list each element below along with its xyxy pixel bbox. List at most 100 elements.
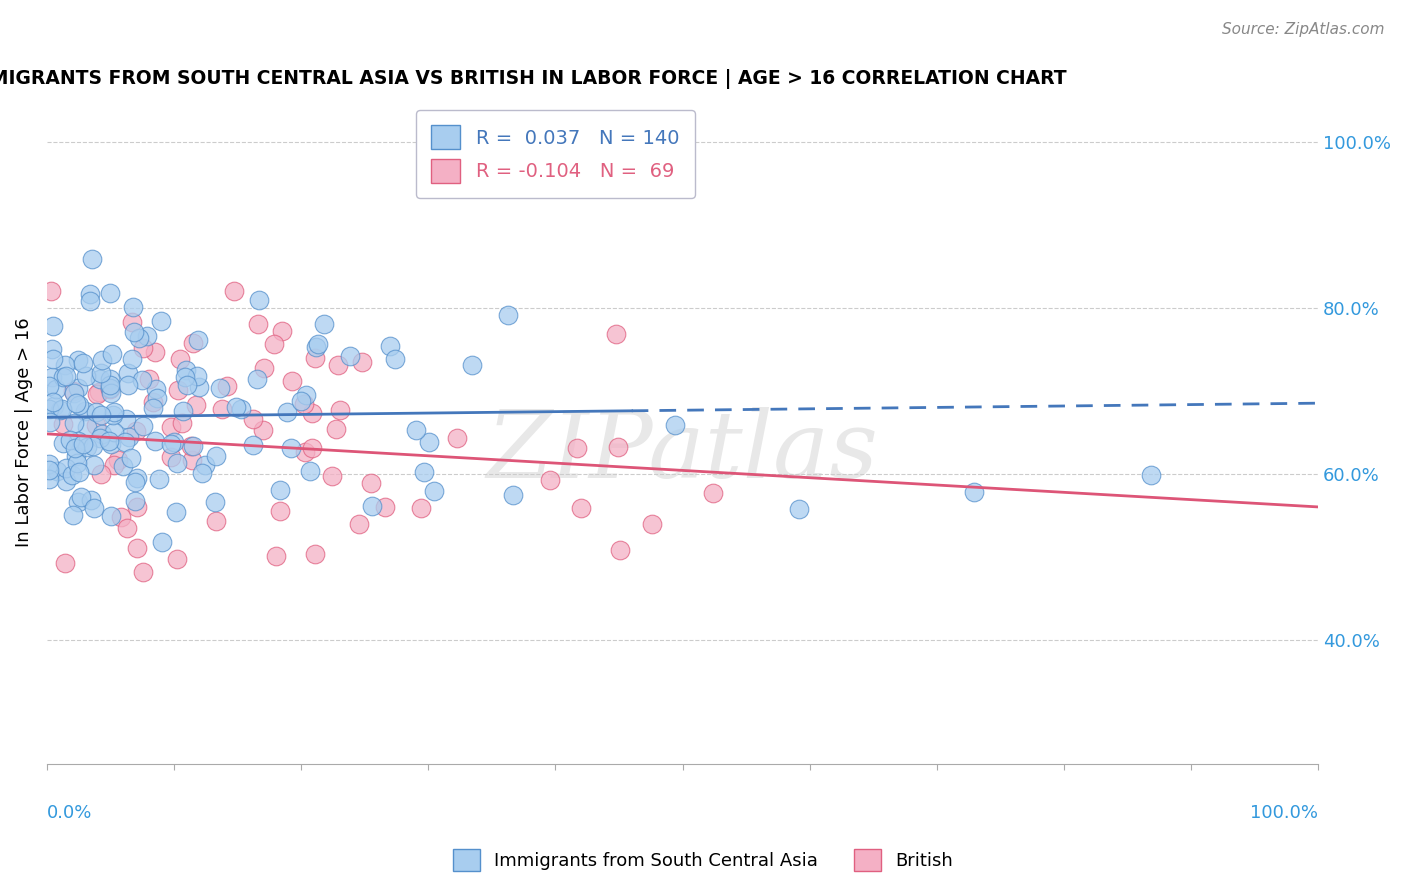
Point: [55, 474, 77, 488]
Point: [132, 565, 155, 579]
Point: [114, 435, 136, 450]
Point: [118, 429, 141, 443]
Point: [187, 333, 209, 347]
Point: [145, 382, 167, 396]
Point: [142, 394, 165, 409]
Point: [89, 372, 111, 386]
Point: [271, 324, 294, 338]
Point: [138, 372, 160, 386]
Point: [446, 431, 468, 445]
Text: Source: ZipAtlas.com: Source: ZipAtlas.com: [1222, 22, 1385, 37]
Point: [53, 556, 76, 570]
Point: [38, 379, 60, 393]
Point: [90, 467, 112, 481]
Point: [194, 458, 217, 472]
Point: [294, 444, 316, 458]
Point: [215, 379, 238, 393]
Point: [350, 354, 373, 368]
Point: [312, 317, 335, 331]
Legend: R =  0.037   N = 140, R = -0.104   N =  69: R = 0.037 N = 140, R = -0.104 N = 69: [416, 110, 695, 198]
Point: [160, 420, 183, 434]
Point: [172, 404, 194, 418]
Point: [67, 434, 90, 448]
Point: [125, 541, 148, 556]
Point: [112, 458, 135, 473]
Point: [145, 392, 167, 406]
Point: [62, 416, 84, 430]
Point: [124, 326, 146, 340]
Point: [62, 384, 84, 398]
Point: [86, 387, 108, 401]
Point: [242, 412, 264, 426]
Point: [52, 370, 75, 384]
Point: [72, 356, 94, 370]
Legend: Immigrants from South Central Asia, British: Immigrants from South Central Asia, Brit…: [446, 842, 960, 879]
Point: [79, 286, 101, 301]
Point: [110, 510, 132, 524]
Point: [963, 484, 986, 499]
Point: [38, 463, 60, 477]
Point: [461, 359, 484, 373]
Point: [496, 309, 519, 323]
Point: [98, 372, 121, 386]
Point: [538, 474, 561, 488]
Point: [247, 293, 270, 307]
Point: [66, 495, 89, 509]
Point: [295, 388, 318, 402]
Point: [328, 358, 350, 372]
Point: [100, 437, 122, 451]
Point: [98, 381, 121, 395]
Point: [187, 380, 209, 394]
Point: [76, 440, 98, 454]
Point: [263, 337, 285, 351]
Point: [101, 408, 124, 422]
Point: [360, 499, 382, 513]
Point: [127, 500, 149, 514]
Point: [609, 542, 631, 557]
Point: [107, 453, 129, 467]
Point: [384, 351, 406, 366]
Point: [374, 500, 396, 515]
Point: [80, 252, 103, 267]
Point: [307, 336, 329, 351]
Point: [115, 521, 138, 535]
Point: [174, 363, 197, 377]
Point: [41, 369, 63, 384]
Point: [304, 547, 326, 561]
Point: [100, 386, 122, 401]
Point: [121, 352, 143, 367]
Point: [231, 401, 253, 416]
Point: [252, 423, 274, 437]
Point: [65, 396, 87, 410]
Point: [789, 502, 811, 516]
Point: [225, 400, 247, 414]
Point: [42, 318, 65, 333]
Point: [565, 441, 588, 455]
Point: [641, 516, 664, 531]
Point: [180, 439, 202, 453]
Point: [82, 439, 104, 453]
Point: [45, 382, 67, 396]
Point: [73, 403, 96, 417]
Point: [41, 284, 63, 298]
Point: [299, 464, 322, 478]
Point: [90, 366, 112, 380]
Point: [38, 457, 60, 471]
Point: [280, 441, 302, 455]
Point: [117, 366, 139, 380]
Point: [160, 437, 183, 451]
Point: [173, 369, 195, 384]
Point: [290, 394, 312, 409]
Point: [224, 284, 246, 298]
Point: [53, 359, 76, 373]
Point: [413, 465, 436, 479]
Point: [163, 435, 186, 450]
Point: [72, 437, 94, 451]
Point: [100, 382, 122, 396]
Point: [124, 494, 146, 508]
Point: [150, 314, 173, 328]
Point: [150, 535, 173, 549]
Point: [301, 406, 323, 420]
Text: ZIPatlas: ZIPatlas: [486, 407, 879, 497]
Point: [180, 453, 202, 467]
